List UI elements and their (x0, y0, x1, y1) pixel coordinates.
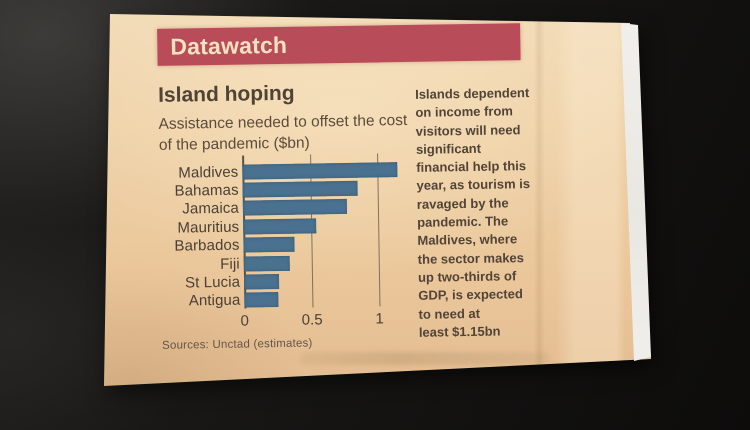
bar-track (243, 272, 406, 290)
bar (243, 218, 317, 235)
bar-track (242, 180, 405, 198)
bar-label: Bahamas (174, 181, 239, 200)
bar-label: Fiji (220, 255, 240, 273)
bar-track (242, 198, 405, 217)
bar (243, 237, 295, 253)
bar-label: Barbados (174, 236, 240, 255)
bar-track (243, 217, 405, 235)
bar-label: Antigua (188, 292, 241, 310)
bar-label: Mauritius (177, 218, 240, 237)
x-axis: 0 0.5 1 (155, 308, 425, 332)
bar-track (242, 161, 404, 180)
bar-rows: Maldives Bahamas Jamaica Mauritius Barbados F… (152, 160, 424, 311)
bar-label: Maldives (178, 163, 239, 182)
bar-label: Jamaica (182, 200, 240, 218)
chart-subtitle: Assistance needed to offset the cost of … (158, 111, 408, 154)
print-showthrough (300, 352, 550, 365)
bar (243, 274, 280, 290)
bar (242, 180, 358, 198)
bar (243, 255, 290, 272)
bar (242, 161, 398, 180)
chart-title: Island hoping (157, 81, 295, 107)
axis-tick-label: 1 (375, 310, 384, 328)
datawatch-banner-label: Datawatch (170, 31, 288, 60)
bar (242, 199, 347, 217)
annotation-text: Islands dependent on income from visitor… (415, 85, 531, 340)
datawatch-banner: Datawatch (157, 23, 521, 66)
bar (244, 292, 279, 308)
axis-tick-label: 0.5 (301, 311, 323, 329)
source-note: Sources: Unctad (estimates) (161, 337, 313, 352)
axis-tick-label: 0 (240, 312, 249, 330)
bar-track (243, 254, 406, 272)
bar-chart: Maldives Bahamas Jamaica Mauritius Barbados F… (152, 153, 424, 330)
bar-track (243, 235, 405, 253)
bar-track (244, 290, 406, 308)
bar-label: St Lucia (184, 273, 241, 292)
clipping-content: Datawatch Island hoping Assistance neede… (150, 16, 651, 386)
